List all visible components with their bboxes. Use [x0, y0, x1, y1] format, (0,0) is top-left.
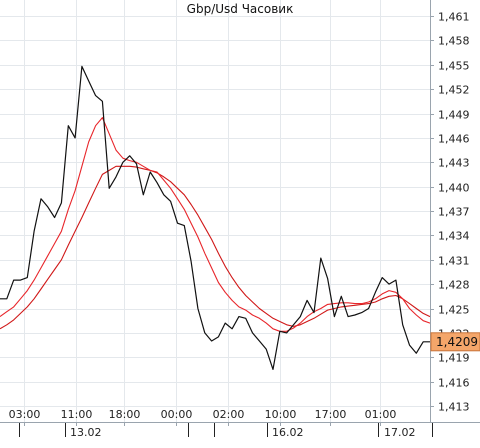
y-tick-label: 1,440	[438, 182, 470, 195]
y-tick-label: 1,419	[438, 352, 470, 365]
x-tick-label: 03:00	[9, 408, 41, 421]
moving-average-line	[0, 165, 431, 330]
y-tick-label: 1,452	[438, 84, 470, 97]
moving-average-line	[0, 117, 431, 332]
last-price-tag-box	[430, 332, 480, 352]
y-tick-label: 1,443	[438, 157, 470, 170]
date-labels: 13.02 16.02 17.02	[19, 423, 433, 439]
y-tick-label: 1,416	[438, 377, 470, 390]
last-price-tag: 1,4209	[430, 332, 480, 352]
y-tick-label: 1,431	[438, 255, 470, 268]
y-tick-label: 1,428	[438, 279, 470, 292]
x-tick-label: 01:00	[365, 408, 397, 421]
x-tick-label: 02:00	[213, 408, 245, 421]
x-axis-labels: 03:00 11:00 18:00 00:00 02:00 10:00 17:00 01:00	[9, 408, 397, 426]
series-lines	[0, 65, 431, 370]
x-tick-label: 11:00	[61, 408, 93, 421]
last-price-label: 1,4209	[436, 335, 478, 349]
x-tick-label: 17:00	[315, 408, 347, 421]
y-tick-label: 1,437	[438, 206, 470, 219]
x-tick-label: 10:00	[265, 408, 297, 421]
y-tick-label: 1,434	[438, 230, 470, 243]
y-tick-label: 1,458	[438, 35, 470, 48]
y-tick-label: 1,449	[438, 109, 470, 122]
date-label: 13.02	[70, 426, 102, 439]
y-tick-label: 1,446	[438, 133, 470, 146]
y-axis-labels: 1,461 1,458 1,455 1,452 1,449 1,446 1,443 1,440…	[430, 11, 470, 414]
x-tick-label: 18:00	[109, 408, 141, 421]
grid-lines	[0, 0, 430, 422]
date-label: 16.02	[272, 426, 304, 439]
price-line	[0, 65, 430, 370]
date-label: 17.02	[384, 426, 416, 439]
chart-title: Gbp/Usd Часовик	[187, 2, 294, 16]
y-tick-label: 1,425	[438, 304, 470, 317]
y-tick-label: 1,455	[438, 60, 470, 73]
x-tick-label: 00:00	[161, 408, 193, 421]
y-tick-label: 1,413	[438, 401, 470, 414]
y-tick-label: 1,461	[438, 11, 470, 24]
